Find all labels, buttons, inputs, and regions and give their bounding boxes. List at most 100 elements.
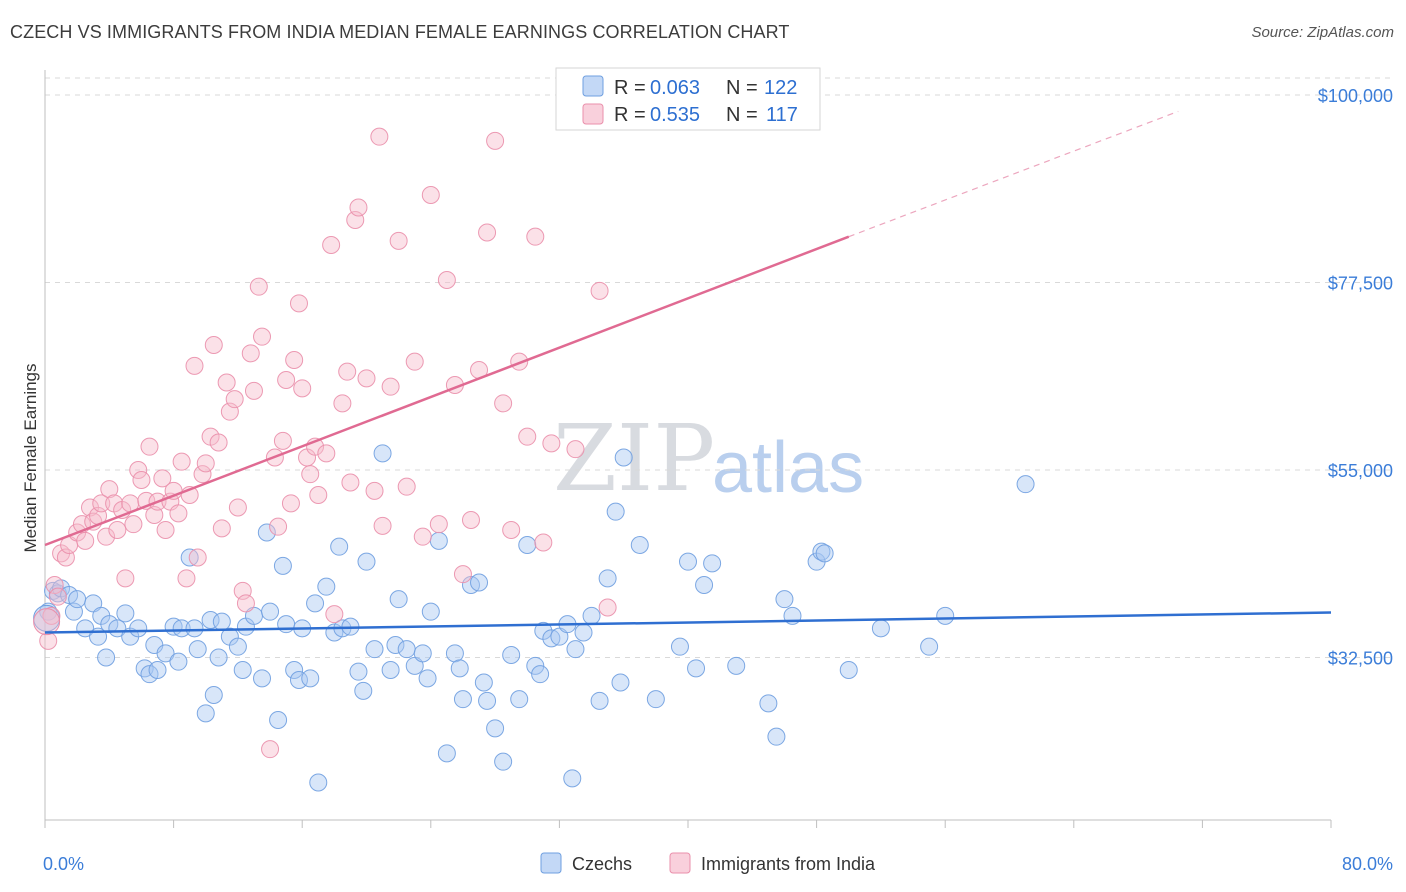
czech-point-31 — [209, 648, 228, 667]
india-point-42 — [209, 433, 228, 452]
bottom-legend-czech-label: Czechs — [572, 854, 632, 874]
legend-czech-swatch — [582, 75, 604, 97]
czech-point-116 — [1016, 475, 1035, 494]
czech-point-76 — [478, 691, 497, 710]
czech-point-42 — [273, 556, 292, 575]
india-point-49 — [236, 594, 255, 613]
czech-point-100 — [679, 552, 697, 571]
czech-point-52 — [330, 537, 349, 556]
india-point-80 — [389, 231, 408, 250]
czech-point-81 — [518, 536, 537, 554]
bottom-legend-czech-swatch — [540, 852, 562, 874]
india-point-74 — [349, 198, 368, 217]
bottom-legend-india-label: Immigrants from India — [701, 854, 876, 874]
legend-r-value-czech: 0.063 — [650, 77, 700, 99]
czech-point-41 — [269, 711, 288, 729]
y-axis-label: Median Female Earnings — [21, 364, 40, 553]
india-point-23 — [132, 471, 151, 489]
india-point-52 — [249, 277, 268, 296]
axes — [44, 70, 1332, 828]
india-point-78 — [373, 516, 392, 535]
czech-point-65 — [413, 644, 432, 663]
czech-point-44 — [285, 661, 304, 679]
x-tick-label-0: 0.0% — [43, 854, 84, 874]
czech-point-80 — [510, 690, 529, 709]
india-point-102 — [598, 598, 617, 617]
watermark-zip: ZIP — [553, 405, 715, 512]
czech-point-79 — [502, 646, 521, 664]
czech-point-4 — [60, 586, 79, 604]
india-point-46 — [225, 390, 244, 409]
czech-point-96 — [614, 448, 633, 467]
czech-point-105 — [759, 694, 778, 713]
india-trend-extension — [848, 110, 1179, 238]
czech-point-20 — [148, 661, 167, 679]
india-point-98 — [534, 533, 553, 552]
czech-point-115 — [936, 606, 955, 625]
czech-point-98 — [646, 690, 665, 709]
czech-point-114 — [920, 637, 939, 656]
india-point-70 — [333, 394, 352, 413]
czech-point-23 — [169, 652, 188, 671]
czech-point-59 — [373, 444, 392, 463]
czech-point-82 — [526, 656, 545, 675]
india-point-19 — [116, 569, 135, 588]
czech-point-101 — [687, 659, 706, 678]
y-tick-label-0: $32,500 — [1328, 649, 1393, 669]
india-point-13 — [92, 494, 111, 513]
india-point-84 — [421, 186, 440, 204]
india-point-60 — [285, 351, 304, 369]
india-point-44 — [217, 373, 236, 392]
india-point-56 — [269, 517, 288, 536]
india-point-59 — [281, 494, 300, 513]
india-point-83 — [413, 527, 432, 546]
india-point-2 — [45, 576, 64, 594]
czech-point-77 — [486, 719, 505, 738]
india-point-94 — [502, 521, 521, 539]
czech-point-93 — [598, 569, 617, 588]
czech-point-88 — [563, 769, 582, 788]
india-point-38 — [193, 465, 212, 484]
czech-point-49 — [309, 773, 328, 792]
czech-point-63 — [397, 640, 416, 659]
czech-point-99 — [670, 637, 689, 656]
india-point-71 — [338, 362, 357, 381]
india-point-97 — [526, 227, 545, 246]
czech-point-91 — [582, 606, 601, 625]
india-point-75 — [357, 369, 376, 388]
czech-point-67 — [421, 602, 440, 621]
y-tick-label-1: $55,000 — [1328, 461, 1393, 481]
czech-point-43 — [277, 615, 296, 634]
india-point-96 — [518, 427, 537, 446]
czech-point-70 — [445, 644, 464, 663]
india-point-32 — [169, 504, 188, 523]
czech-point-50 — [317, 577, 336, 596]
czech-point-71 — [450, 659, 469, 678]
india-point-26 — [145, 506, 164, 524]
india-point-28 — [153, 469, 172, 488]
czech-point-92 — [590, 691, 609, 710]
czech-point-16 — [129, 619, 148, 638]
czech-point-110 — [812, 542, 831, 561]
india-points — [33, 127, 617, 759]
india-point-82 — [405, 352, 424, 371]
india-point-100 — [566, 440, 585, 459]
india-point-79 — [381, 377, 400, 396]
watermark-atlas: atlas — [712, 428, 864, 508]
czech-point-39 — [257, 523, 276, 542]
czech-point-97 — [630, 536, 649, 554]
czech-point-83 — [531, 665, 550, 684]
czech-point-48 — [306, 594, 325, 613]
czech-points — [33, 444, 1035, 792]
czech-point-21 — [156, 644, 175, 663]
czech-point-104 — [727, 656, 746, 675]
czech-point-28 — [196, 704, 215, 723]
bottom-legend-india-swatch — [669, 852, 691, 874]
czech-point-35 — [233, 661, 252, 679]
india-point-68 — [322, 236, 341, 254]
czech-point-62 — [389, 590, 408, 609]
trend-lines — [44, 110, 1332, 634]
india-point-54 — [261, 740, 280, 759]
czech-point-11 — [97, 648, 116, 667]
